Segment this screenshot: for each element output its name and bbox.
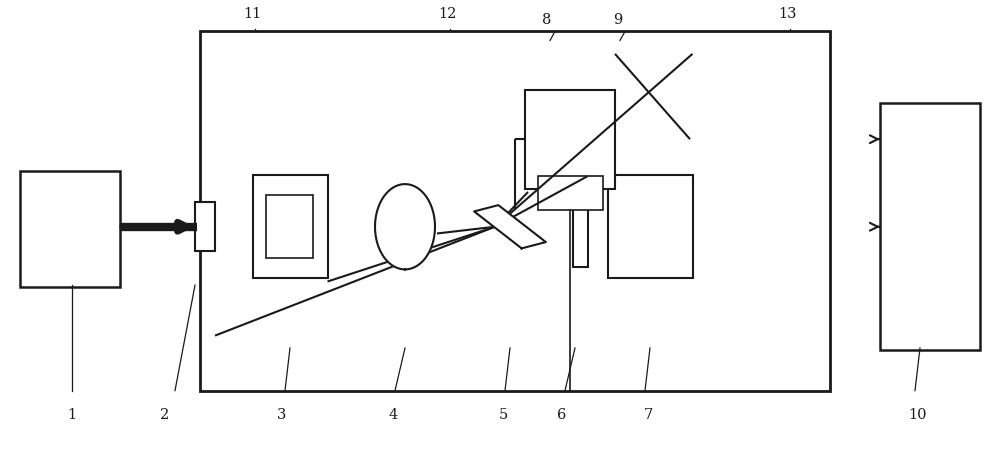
Text: 8: 8 bbox=[542, 13, 552, 27]
Text: 4: 4 bbox=[388, 408, 398, 423]
Text: 2: 2 bbox=[160, 408, 170, 423]
Text: 9: 9 bbox=[613, 13, 623, 27]
Polygon shape bbox=[474, 205, 546, 248]
Bar bbox=[252, 175, 328, 278]
Text: 1: 1 bbox=[67, 408, 77, 423]
Text: 10: 10 bbox=[909, 408, 927, 423]
Text: 3: 3 bbox=[277, 408, 287, 423]
Text: 6: 6 bbox=[557, 408, 567, 423]
Bar bbox=[538, 176, 602, 210]
Bar bbox=[525, 90, 615, 189]
Bar bbox=[266, 195, 313, 258]
Bar bbox=[195, 202, 215, 251]
Text: 7: 7 bbox=[643, 408, 653, 423]
Text: 13: 13 bbox=[778, 7, 796, 22]
Bar bbox=[572, 186, 588, 267]
Bar bbox=[200, 31, 830, 391]
Text: 12: 12 bbox=[438, 7, 456, 22]
Bar bbox=[20, 171, 120, 287]
Polygon shape bbox=[375, 184, 435, 269]
Bar bbox=[608, 175, 692, 278]
Text: 5: 5 bbox=[498, 408, 508, 423]
Text: 11: 11 bbox=[243, 7, 261, 22]
Bar bbox=[880, 103, 980, 350]
